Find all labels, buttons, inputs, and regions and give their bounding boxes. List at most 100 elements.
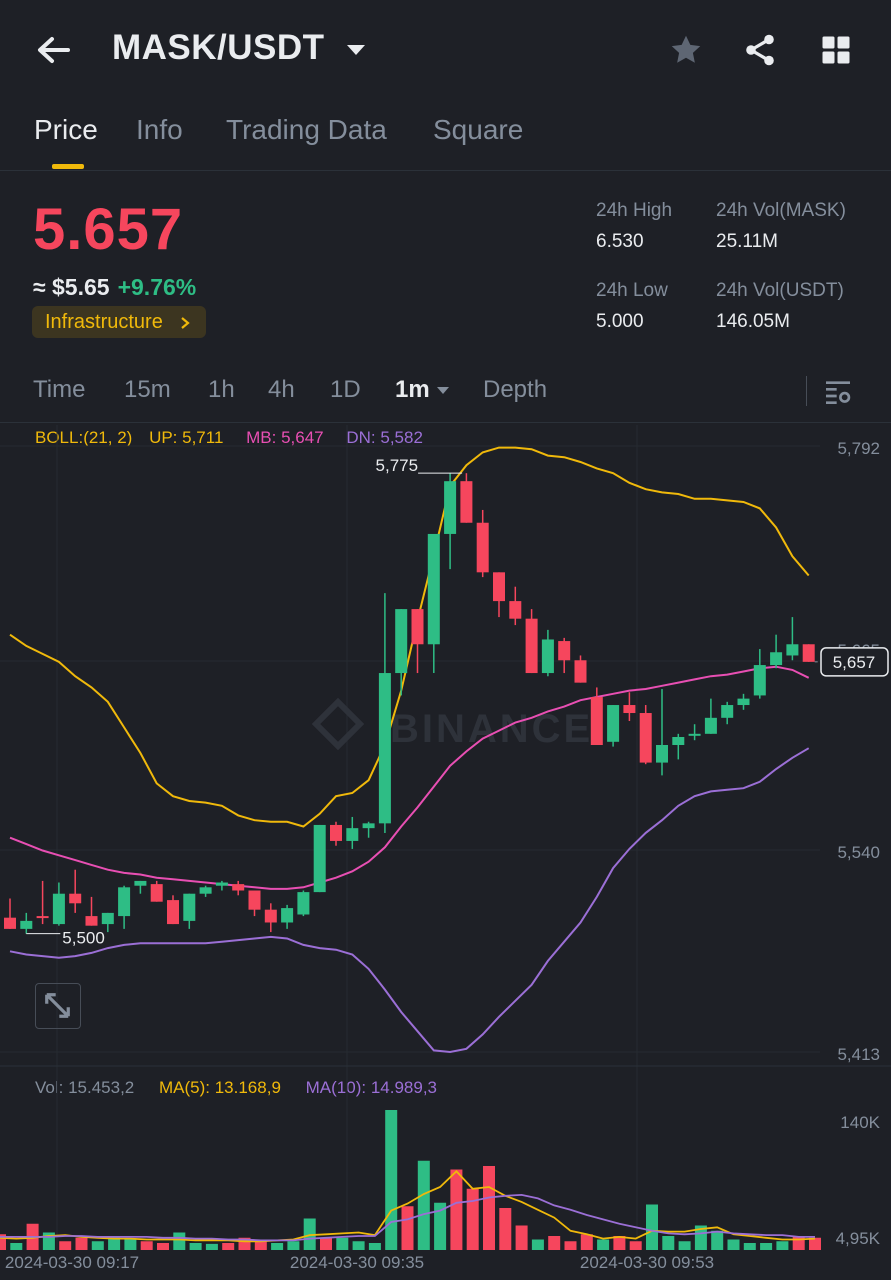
candle <box>802 644 815 662</box>
candle <box>134 880 147 894</box>
volume-bar <box>646 1204 658 1250</box>
candle-body <box>85 916 98 926</box>
grid-icon <box>822 36 850 64</box>
y-axis-label: 5,540 <box>837 843 880 862</box>
volume-bar <box>580 1234 593 1250</box>
vol-usdt-value: 146.05M <box>716 311 790 332</box>
candle <box>281 904 294 929</box>
candle-body <box>541 639 554 674</box>
volume-bar <box>205 1243 218 1250</box>
volume-bar <box>809 1237 821 1250</box>
candle-body <box>52 893 65 925</box>
volume-bar <box>776 1241 789 1250</box>
x-axis-label: 2024-03-30 09:17 <box>5 1253 139 1272</box>
interval-1m[interactable]: 1m <box>395 376 450 404</box>
candle <box>232 880 245 896</box>
candle-body <box>721 705 734 718</box>
star-icon <box>671 35 701 63</box>
candle-body <box>753 665 766 696</box>
volume-bar <box>434 1202 447 1250</box>
candle <box>639 705 652 765</box>
candle-body <box>590 697 603 746</box>
interval-time[interactable]: Time <box>33 376 86 403</box>
interval-4h[interactable]: 4h <box>268 376 295 403</box>
candle-body <box>313 824 326 893</box>
x-axis-label: 2024-03-30 09:35 <box>290 1253 424 1272</box>
candle <box>427 533 440 674</box>
candle <box>574 655 587 683</box>
volume-bar <box>10 1243 23 1250</box>
grid-menu-button[interactable] <box>818 32 854 68</box>
volume-bar <box>694 1225 707 1250</box>
interval-1h[interactable]: 1h <box>208 376 235 403</box>
main-tabs: Price Info Trading Data Square <box>0 108 891 170</box>
candle <box>607 705 620 747</box>
candle-body <box>460 481 473 523</box>
boll-dn: DN: 5,582 <box>346 428 423 447</box>
candle-body <box>232 884 245 891</box>
candle-body <box>607 705 620 742</box>
candle-body <box>411 609 424 645</box>
candle <box>737 693 750 710</box>
candle-body <box>248 890 261 910</box>
volume-bar <box>91 1241 104 1250</box>
divider <box>806 376 807 406</box>
chart-settings-icon[interactable] <box>822 376 854 408</box>
candle <box>264 903 277 933</box>
candle-body <box>427 533 440 645</box>
candle <box>786 617 799 661</box>
candle <box>721 701 734 725</box>
tab-info[interactable]: Info <box>136 114 183 145</box>
low-marker-label: 5,500 <box>62 929 105 948</box>
candle-body <box>623 705 636 714</box>
candle-body <box>802 644 815 662</box>
candle-body <box>444 481 457 534</box>
candle-body <box>395 609 408 674</box>
candle <box>493 572 505 618</box>
vol-ma10: MA(10): 14.989,3 <box>305 1078 437 1097</box>
boll-up: UP: 5,711 <box>149 428 224 447</box>
candle <box>460 473 473 523</box>
tab-square[interactable]: Square <box>433 114 524 145</box>
volume-axis-label: 4,95K <box>836 1229 881 1248</box>
pair-title[interactable]: MASK/USDT <box>112 28 367 68</box>
high-value: 6.530 <box>596 231 644 252</box>
vol-value: Vol: 15.453,2 <box>35 1078 135 1097</box>
candle-body <box>639 713 652 763</box>
volume-bar <box>173 1232 186 1250</box>
usd-value: ≈ $5.65 <box>33 274 110 300</box>
back-button[interactable] <box>32 30 76 70</box>
volume-bar <box>385 1110 398 1250</box>
category-label: Infrastructure <box>45 311 163 333</box>
interval-1d[interactable]: 1D <box>330 376 361 403</box>
category-tag[interactable]: Infrastructure <box>32 306 207 338</box>
volume-bar <box>0 1234 6 1250</box>
volume-bar <box>336 1237 349 1250</box>
candle <box>85 896 98 926</box>
tab-trading-data[interactable]: Trading Data <box>226 114 387 145</box>
usd-price-line: ≈ $5.65 +9.76% <box>33 274 196 301</box>
tab-price[interactable]: Price <box>34 114 98 145</box>
volume-bar <box>711 1230 724 1250</box>
candle <box>541 629 554 677</box>
boll-upper-line <box>9 446 810 828</box>
candle-body <box>20 920 33 929</box>
candle <box>444 473 457 570</box>
interval-depth[interactable]: Depth <box>483 376 548 403</box>
share-button[interactable] <box>742 32 778 68</box>
change-percent: +9.76% <box>117 274 197 300</box>
volume-bar <box>564 1241 577 1250</box>
candle-body <box>688 733 701 736</box>
fullscreen-button[interactable] <box>35 983 81 1029</box>
candle-body <box>134 880 147 886</box>
candle <box>69 869 82 913</box>
candle-body <box>525 618 538 674</box>
low-label: 24h Low <box>596 280 668 301</box>
candle <box>20 912 33 934</box>
favorite-button[interactable] <box>668 32 704 68</box>
candle-body <box>786 644 799 656</box>
volume-ma5-line <box>0 1170 816 1243</box>
interval-15m[interactable]: 15m <box>124 376 171 403</box>
candle-body <box>558 641 571 661</box>
